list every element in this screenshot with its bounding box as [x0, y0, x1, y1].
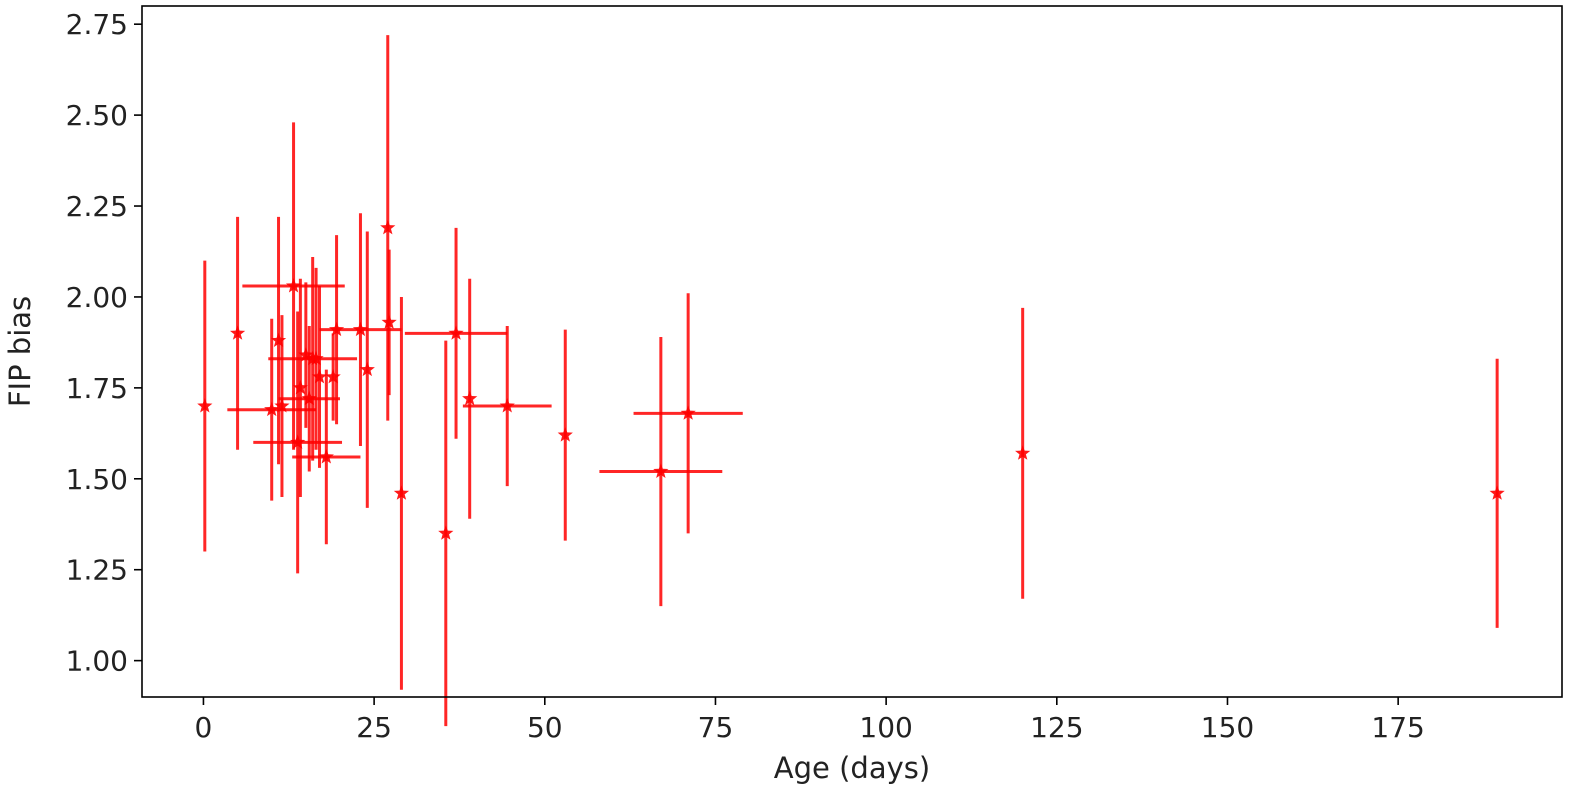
x-tick-label: 100 — [859, 711, 912, 744]
data-point-star — [318, 448, 334, 464]
x-axis-ticks: 0 25 50 75 100 125 150 175 — [195, 697, 1425, 744]
data-point-star — [325, 368, 341, 384]
data-point-star — [290, 434, 306, 449]
data-point-star — [197, 398, 213, 413]
data-point-star — [381, 314, 397, 329]
data-point-star — [352, 321, 369, 337]
data-markers — [197, 219, 1505, 540]
data-point-star — [393, 485, 410, 500]
data-point-star — [1015, 445, 1031, 460]
data-point-star — [557, 427, 573, 442]
data-point-star — [274, 398, 290, 413]
data-point-star — [1489, 485, 1505, 500]
y-tick-label: 2.00 — [66, 281, 128, 314]
data-point-star — [680, 405, 696, 420]
data-point-star — [438, 525, 454, 540]
data-point-star — [285, 278, 302, 293]
y-tick-label: 2.75 — [66, 8, 128, 41]
x-tick-label: 175 — [1371, 711, 1424, 744]
y-tick-label: 2.25 — [66, 190, 128, 223]
data-point-star — [359, 361, 375, 377]
data-point-star — [328, 321, 345, 337]
x-axis-label: Age (days) — [774, 751, 930, 785]
y-axis-ticks: 1.00 1.25 1.50 1.75 2.00 2.25 2.50 2.75 — [66, 8, 142, 678]
x-tick-label: 50 — [527, 711, 563, 744]
data-point-star — [380, 219, 396, 235]
y-tick-label: 1.50 — [66, 463, 128, 496]
data-point-star — [270, 332, 287, 348]
data-point-star — [264, 401, 280, 417]
data-point-star — [229, 325, 246, 340]
data-point-star — [311, 368, 328, 384]
plot-area-frame — [141, 5, 1563, 698]
data-point-star — [653, 463, 669, 478]
data-point-star — [292, 379, 308, 395]
data-point-star — [308, 350, 324, 366]
data-point-star — [448, 325, 464, 340]
data-point-star — [462, 390, 478, 406]
y-tick-label: 1.00 — [66, 645, 128, 678]
y-tick-label: 2.50 — [66, 99, 128, 132]
x-tick-label: 150 — [1201, 711, 1254, 744]
y-tick-label: 1.25 — [66, 554, 128, 587]
x-tick-label: 75 — [698, 711, 734, 744]
y-tick-label: 1.75 — [66, 372, 128, 405]
data-point-star — [499, 398, 515, 413]
data-point-star — [298, 347, 314, 362]
y-axis-label: FIP bias — [3, 296, 37, 407]
data-point-star — [301, 390, 317, 406]
x-tick-label: 0 — [195, 711, 213, 744]
x-tick-label: 125 — [1030, 711, 1083, 744]
x-tick-label: 25 — [356, 711, 392, 744]
